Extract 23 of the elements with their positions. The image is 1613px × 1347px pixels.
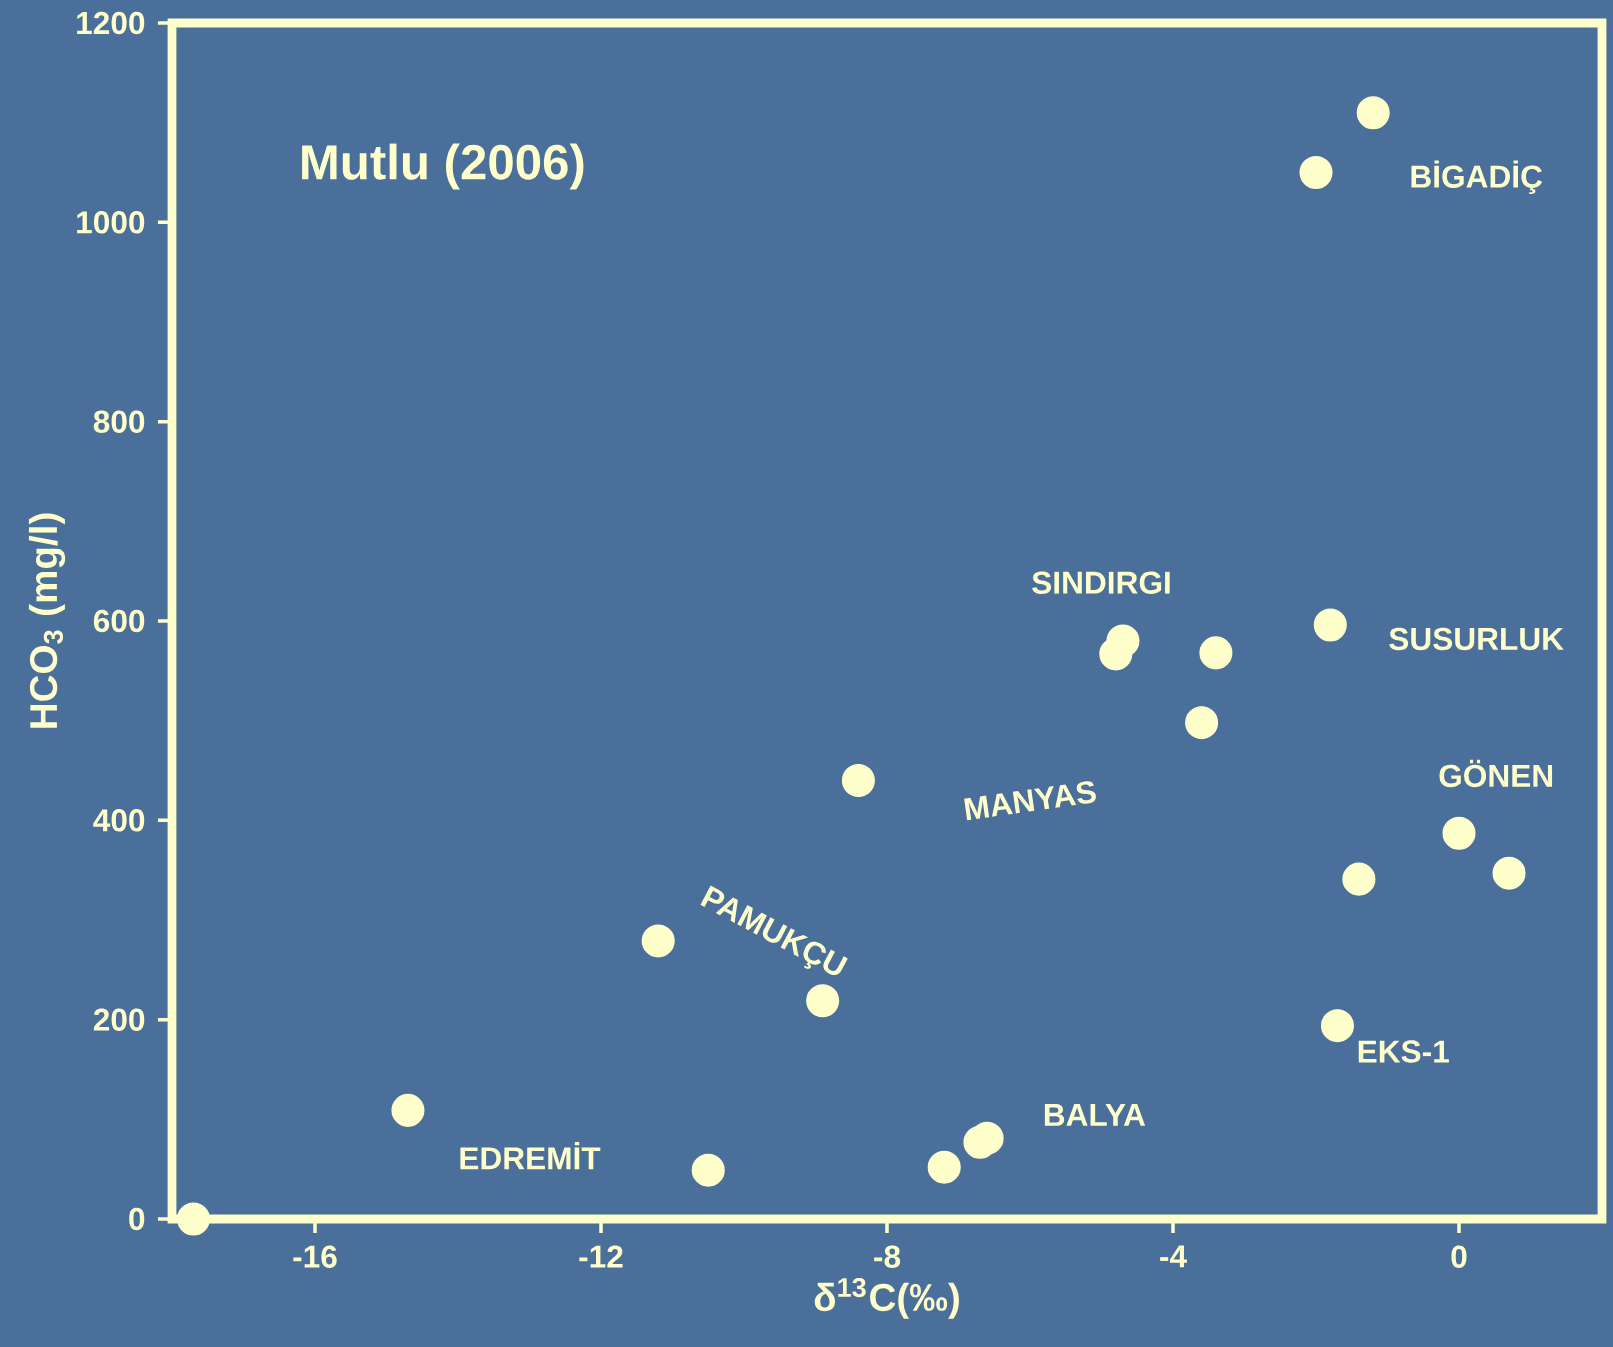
x-tick-label: -4 xyxy=(1160,1245,1187,1268)
annotation: EDREMİT xyxy=(460,1142,601,1170)
annotation: BİGADİÇ xyxy=(1411,160,1543,195)
x-tick-label: 0 xyxy=(1451,1245,1467,1268)
x-tick-label: -16 xyxy=(293,1245,337,1268)
x-axis-title: δ$^{13}$C(‰) xyxy=(814,1277,959,1319)
annotation: SUSURLUK xyxy=(1389,627,1564,651)
annotation: Mutlu (2006) xyxy=(302,143,584,190)
annotation: EKS-1 xyxy=(1358,1040,1449,1063)
annotation: BALYA xyxy=(1044,1104,1146,1126)
x-tick-label: -12 xyxy=(579,1245,623,1268)
annotation: GÖNEN xyxy=(1439,759,1553,788)
y-tick-label: 200 xyxy=(93,1008,145,1031)
y-axis-title: HCO$_{3}$ (mg/l) xyxy=(28,513,66,728)
y-tick-label: 1000 xyxy=(77,211,145,234)
y-tick-label: 1200 xyxy=(77,11,145,35)
annotation: SINDIRGI xyxy=(1032,571,1170,594)
x-tick-label: -8 xyxy=(874,1245,901,1268)
y-tick-label: 600 xyxy=(93,609,145,633)
annotation: MANYAS xyxy=(964,781,1096,821)
y-tick-label: 800 xyxy=(93,410,145,433)
y-tick-label: 400 xyxy=(93,809,145,832)
y-tick-label: 0 xyxy=(129,1207,145,1231)
